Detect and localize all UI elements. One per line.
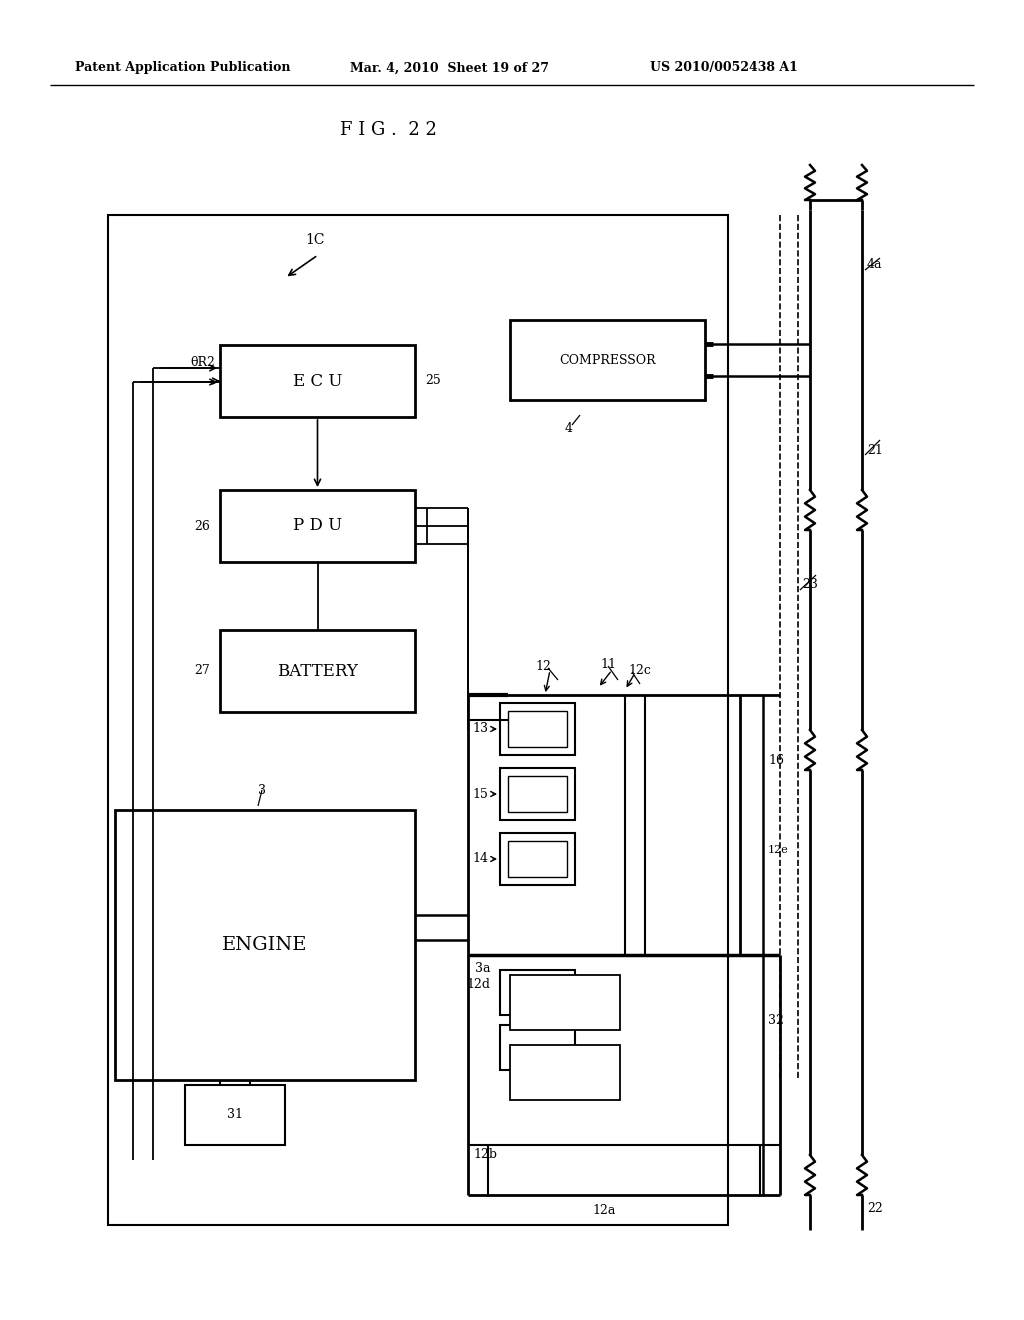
Text: 12c: 12c [628,664,651,676]
Bar [108,215,728,1225]
Bar [500,704,575,755]
Text: 22: 22 [867,1201,883,1214]
Text: 21: 21 [867,444,883,457]
Text: US 2010/0052438 A1: US 2010/0052438 A1 [650,62,798,74]
Text: Mar. 4, 2010  Sheet 19 of 27: Mar. 4, 2010 Sheet 19 of 27 [350,62,549,74]
Bar [508,776,567,812]
Text: 12e: 12e [768,845,788,855]
Text: 16: 16 [768,754,784,767]
Bar [500,970,575,1015]
Bar [115,810,415,1080]
Text: 12a: 12a [592,1204,615,1217]
Text: 4a: 4a [867,259,883,272]
Text: 27: 27 [195,664,210,677]
Bar [510,319,705,400]
Text: 25: 25 [425,375,440,388]
Text: 12b: 12b [473,1148,497,1162]
Text: ENGINE: ENGINE [222,936,307,954]
Text: 12d: 12d [466,978,490,991]
Bar [500,1026,575,1071]
Text: 31: 31 [227,1109,243,1122]
Bar [220,630,415,711]
Bar [508,711,567,747]
Text: 1C: 1C [305,234,325,247]
Text: Patent Application Publication: Patent Application Publication [75,62,291,74]
Text: E C U: E C U [293,372,342,389]
Text: θR2: θR2 [190,356,215,370]
Text: 15: 15 [472,788,488,800]
Text: 14: 14 [472,853,488,866]
Text: 3: 3 [258,784,266,796]
Text: 13: 13 [472,722,488,735]
Text: BATTERY: BATTERY [278,663,358,680]
Bar [508,841,567,876]
Text: 12: 12 [535,660,551,673]
Text: F I G .  2 2: F I G . 2 2 [340,121,437,139]
Text: 23: 23 [802,578,818,591]
Text: 11: 11 [600,659,616,672]
Text: COMPRESSOR: COMPRESSOR [559,354,655,367]
Text: P D U: P D U [293,517,342,535]
Text: 32: 32 [768,1014,784,1027]
Bar [500,768,575,820]
Bar [510,975,620,1030]
Bar [510,1045,620,1100]
Bar [220,490,415,562]
Text: 26: 26 [195,520,210,532]
Bar [185,1085,285,1144]
Text: 4: 4 [565,421,573,434]
Bar [500,833,575,884]
Text: 3a: 3a [474,961,490,974]
Bar [220,345,415,417]
